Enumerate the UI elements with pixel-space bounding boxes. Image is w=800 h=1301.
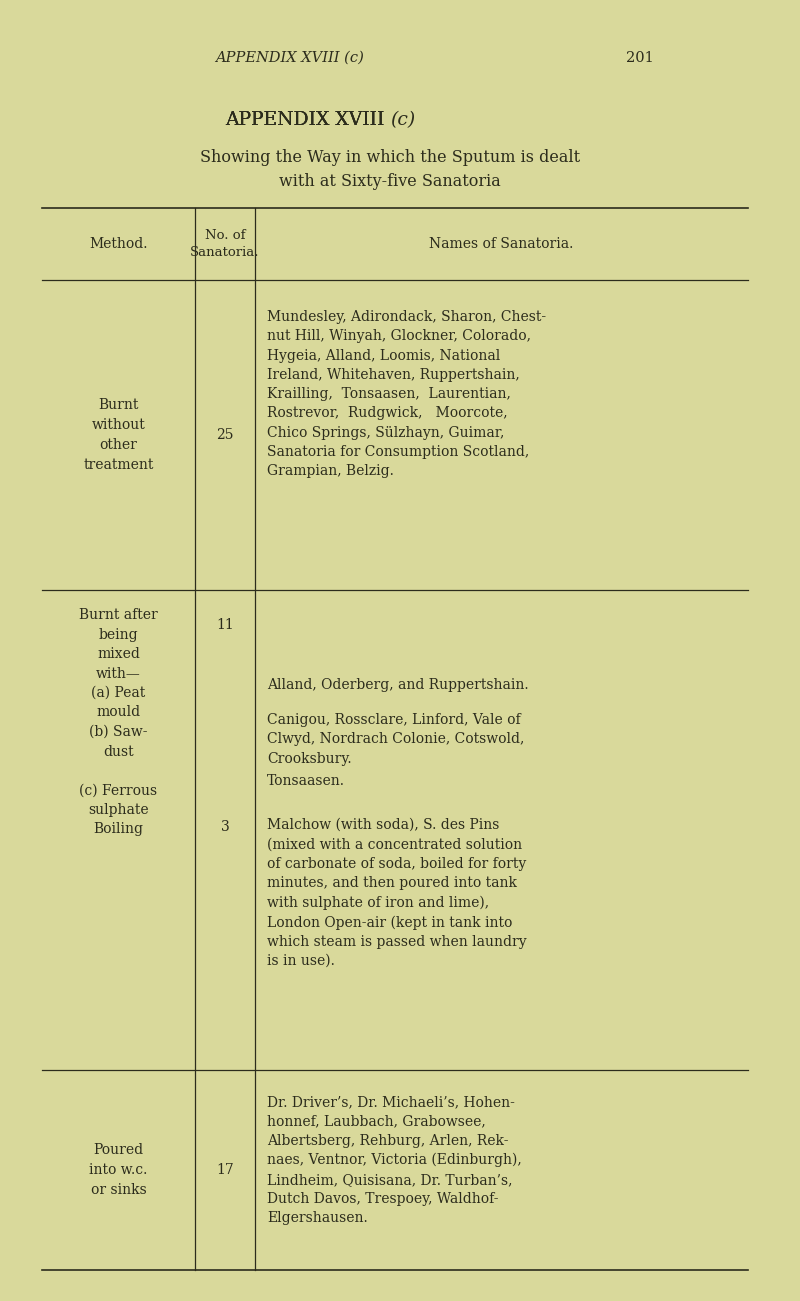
Text: APPENDIX XVIII: APPENDIX XVIII xyxy=(225,111,390,129)
Text: Canigou, Rossclare, Linford, Vale of
Clwyd, Nordrach Colonie, Cotswold,
Crooksbu: Canigou, Rossclare, Linford, Vale of Clw… xyxy=(267,713,524,765)
Text: APPENDIX XVIII (c): APPENDIX XVIII (c) xyxy=(215,51,365,65)
Text: Showing the Way in which the Sputum is dealt: Showing the Way in which the Sputum is d… xyxy=(200,150,580,167)
Text: 17: 17 xyxy=(216,1163,234,1177)
Text: Poured
into w.c.
or sinks: Poured into w.c. or sinks xyxy=(90,1144,148,1197)
Text: 201: 201 xyxy=(626,51,654,65)
Text: 3: 3 xyxy=(221,820,230,834)
Text: No. of
Sanatoria.: No. of Sanatoria. xyxy=(190,229,260,259)
Text: APPENDIX XVIII: APPENDIX XVIII xyxy=(225,111,390,129)
Text: Alland, Oderberg, and Ruppertshain.: Alland, Oderberg, and Ruppertshain. xyxy=(267,678,529,692)
Text: Mundesley, Adirondack, Sharon, Chest-
nut Hill, Winyah, Glockner, Colorado,
Hyge: Mundesley, Adirondack, Sharon, Chest- nu… xyxy=(267,310,546,479)
Text: Names of Sanatoria.: Names of Sanatoria. xyxy=(430,237,574,251)
Text: Burnt
without
other
treatment: Burnt without other treatment xyxy=(83,398,154,472)
Text: Burnt after
being
mixed
with—
(a) Peat
mould
(b) Saw-
dust

(c) Ferrous
sulphate: Burnt after being mixed with— (a) Peat m… xyxy=(79,608,158,837)
Text: APPENDIX XVIII: APPENDIX XVIII xyxy=(225,111,390,129)
Text: 25: 25 xyxy=(216,428,234,442)
Text: Method.: Method. xyxy=(90,237,148,251)
Text: Malchow (with soda), S. des Pins
(mixed with a concentrated solution
of carbonat: Malchow (with soda), S. des Pins (mixed … xyxy=(267,818,526,968)
Text: Tonsaasen.: Tonsaasen. xyxy=(267,774,345,788)
Text: with at Sixty-five Sanatoria: with at Sixty-five Sanatoria xyxy=(279,173,501,190)
Text: (c): (c) xyxy=(390,111,415,129)
Text: Dr. Driver’s, Dr. Michaeli’s, Hohen-
honnef, Laubbach, Grabowsee,
Albertsberg, R: Dr. Driver’s, Dr. Michaeli’s, Hohen- hon… xyxy=(267,1095,522,1226)
Text: 11: 11 xyxy=(216,618,234,632)
